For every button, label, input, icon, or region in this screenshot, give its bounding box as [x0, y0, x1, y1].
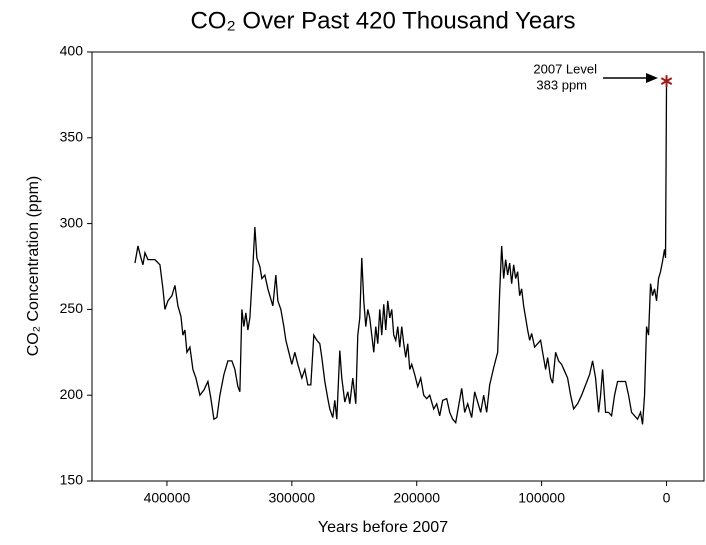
x-tick-label: 100000	[518, 490, 565, 506]
y-tick-label: 350	[60, 129, 84, 145]
x-axis-label: Years before 2007	[318, 519, 448, 536]
annotation: 383 ppm	[536, 77, 587, 92]
x-tick-label: 200000	[393, 490, 440, 506]
data-line	[134, 81, 668, 425]
chart-title: CO₂ Over Past 420 Thousand Years	[190, 7, 575, 34]
annotation: 2007 Level	[533, 61, 597, 76]
highlight-marker	[660, 75, 673, 88]
x-tick-label: 400000	[144, 490, 191, 506]
marker-stroke	[660, 77, 673, 86]
y-tick-label: 150	[60, 472, 84, 488]
plot-frame	[91, 51, 705, 482]
x-tick-label: 300000	[268, 490, 315, 506]
y-tick-label: 400	[60, 43, 84, 59]
y-tick-label: 300	[60, 214, 84, 230]
annotation-arrowhead	[646, 73, 658, 83]
x-tick-label: 0	[663, 490, 671, 506]
y-tick-label: 250	[60, 300, 84, 316]
y-axis-label: CO₂ Concentration (ppm)	[25, 176, 42, 357]
y-tick-label: 200	[60, 386, 84, 402]
